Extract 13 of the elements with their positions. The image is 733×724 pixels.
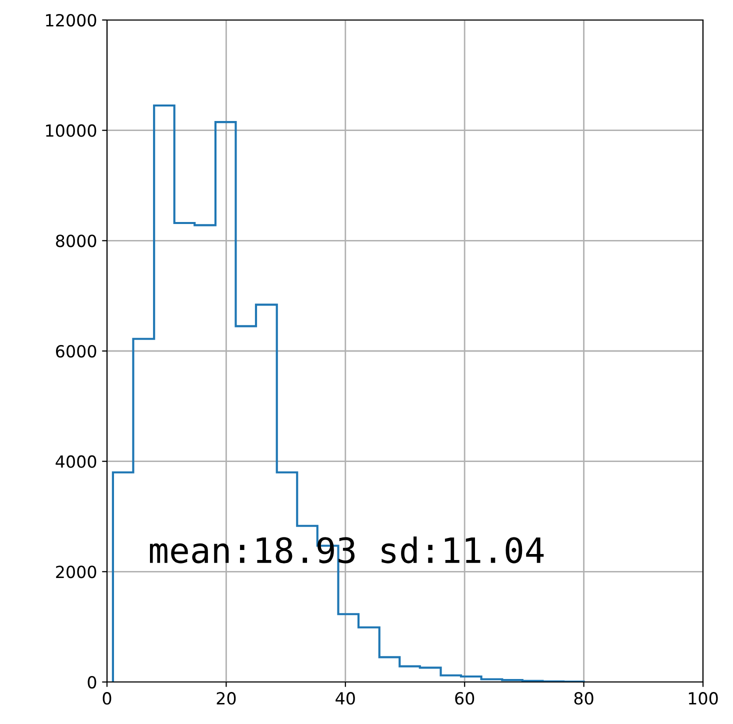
- x-tick-label: 40: [336, 692, 355, 705]
- y-tick-label: 8000: [56, 234, 96, 248]
- y-tick-label: 6000: [56, 344, 96, 358]
- y-tick-label: 10000: [46, 124, 96, 137]
- y-tick-label: 0: [88, 676, 96, 689]
- x-tick-label: 0: [102, 692, 112, 705]
- x-tick-label: 100: [688, 692, 718, 705]
- y-tick-label: 4000: [56, 455, 96, 468]
- x-tick-label: 20: [216, 692, 236, 705]
- x-tick-label: 80: [574, 692, 594, 705]
- y-tick-label: 2000: [56, 566, 96, 578]
- y-tick-label: 12000: [46, 14, 96, 27]
- x-tick-label: 60: [455, 692, 474, 705]
